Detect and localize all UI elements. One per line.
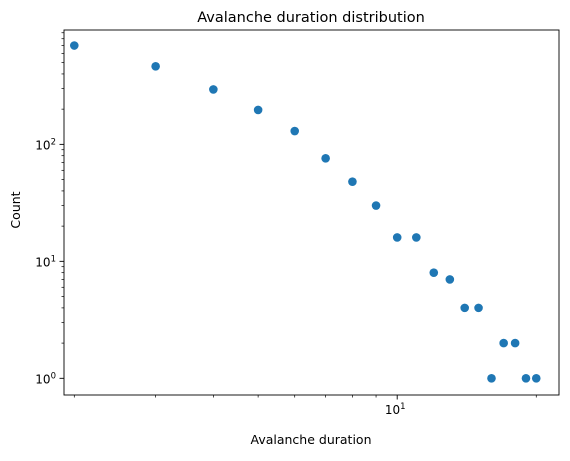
y-tick-label: 102	[35, 137, 56, 152]
data-point	[521, 374, 531, 383]
x-tick-label: 101	[385, 402, 406, 417]
data-point	[321, 154, 330, 163]
y-tick-label: 101	[35, 254, 56, 269]
data-point	[290, 126, 300, 136]
data-point	[412, 233, 421, 242]
data-point	[445, 275, 455, 284]
data-point	[371, 201, 381, 210]
data-point	[531, 374, 541, 383]
data-point	[499, 338, 508, 348]
data-point	[487, 374, 496, 383]
data-point	[69, 41, 79, 50]
data-point	[429, 268, 439, 277]
y-tick-label: 100	[35, 371, 56, 386]
x-axis-label: Avalanche duration	[251, 432, 372, 447]
data-point	[392, 233, 402, 242]
y-axis-label: Count	[8, 191, 23, 228]
plot-frame	[63, 29, 560, 396]
data-point	[253, 105, 263, 115]
data-point	[510, 338, 520, 348]
data-point	[151, 61, 160, 71]
data-point	[348, 177, 357, 186]
chart-title: Avalanche duration distribution	[197, 10, 425, 26]
plot-area: 101 100 101 102	[35, 29, 560, 417]
data-point	[460, 303, 470, 313]
data-point	[209, 85, 218, 94]
data-point	[474, 303, 483, 313]
